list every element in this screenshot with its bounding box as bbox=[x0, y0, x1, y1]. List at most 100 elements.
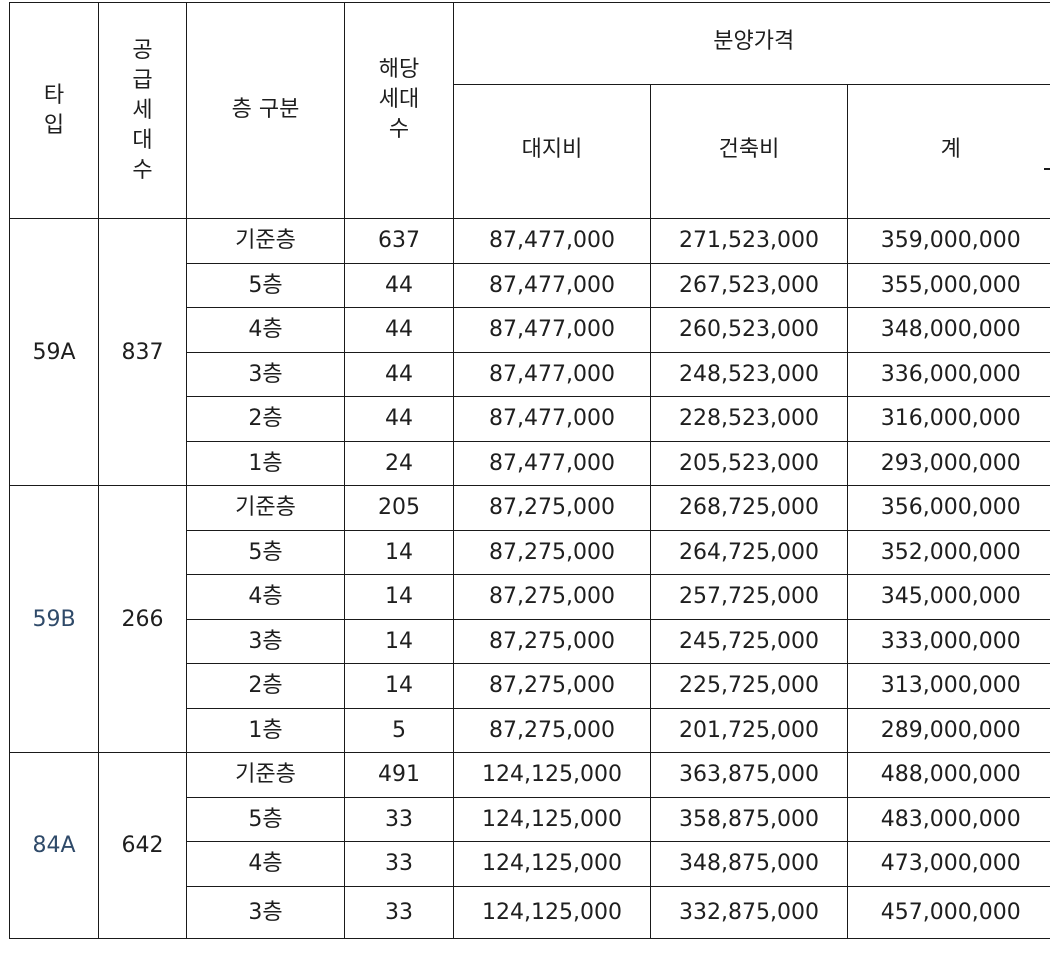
cell-units: 44 bbox=[344, 396, 454, 442]
cell-floor: 기준층 bbox=[186, 752, 345, 798]
cell-total: 359,000,000 bbox=[847, 218, 1050, 264]
cell-land-cost: 87,275,000 bbox=[453, 707, 651, 753]
col-header-total: 계 bbox=[847, 84, 1050, 219]
cell-land-cost: 87,275,000 bbox=[453, 485, 651, 531]
cell-total: 293,000,000 bbox=[847, 440, 1050, 486]
cell-build-cost: 264,725,000 bbox=[650, 529, 848, 575]
table-header: 타 입 공 급 세 대 수 층 구분 해당 세대 수 분양가격 대지비 건축비 … bbox=[9, 2, 1050, 219]
table-row: 2층 44 87,477,000 228,523,000 316,000,000 bbox=[10, 396, 1050, 442]
cell-build-cost: 271,523,000 bbox=[650, 218, 848, 264]
table-row: 3층 44 87,477,000 248,523,000 336,000,000 bbox=[10, 351, 1050, 397]
cell-land-cost: 87,275,000 bbox=[453, 663, 651, 709]
cell-total: 313,000,000 bbox=[847, 663, 1050, 709]
cell-supply-units: 266 bbox=[98, 485, 187, 753]
table-row: 1층 24 87,477,000 205,523,000 293,000,000 bbox=[10, 440, 1050, 486]
cell-land-cost: 124,125,000 bbox=[453, 885, 651, 939]
cell-total: 457,000,000 bbox=[847, 885, 1050, 939]
col-header-units: 해당 세대 수 bbox=[344, 2, 454, 219]
cell-total: 336,000,000 bbox=[847, 351, 1050, 397]
table-row: 2층 14 87,275,000 225,725,000 313,000,000 bbox=[10, 663, 1050, 709]
cell-total: 352,000,000 bbox=[847, 529, 1050, 575]
cell-land-cost: 124,125,000 bbox=[453, 796, 651, 842]
cell-units: 44 bbox=[344, 351, 454, 397]
cell-land-cost: 87,275,000 bbox=[453, 574, 651, 620]
cell-floor: 3층 bbox=[186, 351, 345, 397]
cell-supply-units: 837 bbox=[98, 218, 187, 486]
cell-build-cost: 245,725,000 bbox=[650, 618, 848, 664]
cell-units: 491 bbox=[344, 752, 454, 798]
cell-build-cost: 225,725,000 bbox=[650, 663, 848, 709]
cell-total: 345,000,000 bbox=[847, 574, 1050, 620]
cell-units: 637 bbox=[344, 218, 454, 264]
cell-units: 24 bbox=[344, 440, 454, 486]
price-table: 타 입 공 급 세 대 수 층 구분 해당 세대 수 분양가격 대지비 건축비 … bbox=[9, 2, 1050, 939]
cell-floor: 2층 bbox=[186, 663, 345, 709]
cell-total: 316,000,000 bbox=[847, 396, 1050, 442]
cell-units: 14 bbox=[344, 618, 454, 664]
cell-land-cost: 87,477,000 bbox=[453, 262, 651, 308]
col-header-price-group: 분양가격 bbox=[453, 2, 1050, 85]
col-header-land: 대지비 bbox=[453, 84, 651, 219]
cell-floor: 4층 bbox=[186, 307, 345, 353]
table-row: 84A 642 기준층 491 124,125,000 363,875,000 488,00… bbox=[9, 752, 1050, 939]
cell-type: 84A bbox=[9, 752, 99, 939]
cell-total: 348,000,000 bbox=[847, 307, 1050, 353]
cell-units: 14 bbox=[344, 529, 454, 575]
cell-total: 356,000,000 bbox=[847, 485, 1050, 531]
cell-land-cost: 87,477,000 bbox=[453, 351, 651, 397]
cell-land-cost: 87,477,000 bbox=[453, 307, 651, 353]
cell-floor: 1층 bbox=[186, 707, 345, 753]
cell-total: 483,000,000 bbox=[847, 796, 1050, 842]
cell-units: 205 bbox=[344, 485, 454, 531]
header-stub-line bbox=[1044, 168, 1050, 170]
table-row: 5층 14 87,275,000 264,725,000 352,000,000 bbox=[10, 529, 1050, 575]
cell-units: 33 bbox=[344, 885, 454, 939]
cell-type: 59A bbox=[9, 218, 99, 486]
cell-total: 488,000,000 bbox=[847, 752, 1050, 798]
cell-build-cost: 268,725,000 bbox=[650, 485, 848, 531]
col-header-floor: 층 구분 bbox=[186, 2, 345, 219]
cell-land-cost: 87,477,000 bbox=[453, 218, 651, 264]
cell-land-cost: 87,477,000 bbox=[453, 440, 651, 486]
cell-floor: 4층 bbox=[186, 841, 345, 887]
cell-build-cost: 257,725,000 bbox=[650, 574, 848, 620]
cell-land-cost: 87,275,000 bbox=[453, 618, 651, 664]
cell-total: 473,000,000 bbox=[847, 841, 1050, 887]
cell-land-cost: 124,125,000 bbox=[453, 752, 651, 798]
cell-floor: 3층 bbox=[186, 885, 345, 939]
table-row: 59B 266 기준층 205 87,275,000 268,725,000 356,000… bbox=[9, 485, 1050, 753]
cell-units: 14 bbox=[344, 574, 454, 620]
cell-floor: 4층 bbox=[186, 574, 345, 620]
cell-build-cost: 260,523,000 bbox=[650, 307, 848, 353]
cell-total: 289,000,000 bbox=[847, 707, 1050, 753]
cell-build-cost: 332,875,000 bbox=[650, 885, 848, 939]
cell-floor: 3층 bbox=[186, 618, 345, 664]
table-row: 3층 33 124,125,000 332,875,000 457,000,000 bbox=[10, 885, 1050, 939]
col-header-supply-units: 공 급 세 대 수 bbox=[98, 2, 187, 219]
cell-land-cost: 87,477,000 bbox=[453, 396, 651, 442]
table-row: 3층 14 87,275,000 245,725,000 333,000,000 bbox=[10, 618, 1050, 664]
cell-floor: 5층 bbox=[186, 262, 345, 308]
cell-units: 33 bbox=[344, 796, 454, 842]
cell-floor: 5층 bbox=[186, 796, 345, 842]
table-row: 4층 14 87,275,000 257,725,000 345,000,000 bbox=[10, 574, 1050, 620]
cell-units: 5 bbox=[344, 707, 454, 753]
cell-land-cost: 87,275,000 bbox=[453, 529, 651, 575]
cell-units: 33 bbox=[344, 841, 454, 887]
cell-total: 355,000,000 bbox=[847, 262, 1050, 308]
cell-build-cost: 248,523,000 bbox=[650, 351, 848, 397]
cell-build-cost: 267,523,000 bbox=[650, 262, 848, 308]
cell-supply-units: 642 bbox=[98, 752, 187, 939]
cell-floor: 5층 bbox=[186, 529, 345, 575]
cell-build-cost: 363,875,000 bbox=[650, 752, 848, 798]
table-row: 59A 837 기준층 637 87,477,000 271,523,000 359,000… bbox=[9, 218, 1050, 486]
cell-build-cost: 201,725,000 bbox=[650, 707, 848, 753]
table-row: 5층 33 124,125,000 358,875,000 483,000,000 bbox=[10, 796, 1050, 842]
table-row: 4층 44 87,477,000 260,523,000 348,000,000 bbox=[10, 307, 1050, 353]
table-row: 1층 5 87,275,000 201,725,000 289,000,000 bbox=[10, 707, 1050, 753]
col-header-type: 타 입 bbox=[9, 2, 99, 219]
table-body: 59A 837 기준층 637 87,477,000 271,523,000 359,000… bbox=[9, 218, 1050, 939]
cell-floor: 2층 bbox=[186, 396, 345, 442]
cell-build-cost: 205,523,000 bbox=[650, 440, 848, 486]
cell-build-cost: 228,523,000 bbox=[650, 396, 848, 442]
